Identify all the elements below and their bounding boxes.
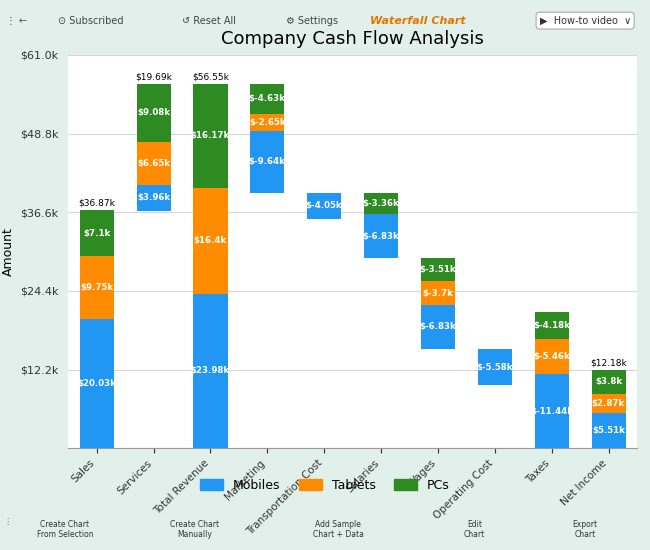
Bar <box>592 394 625 412</box>
Bar <box>250 113 285 130</box>
Bar <box>364 192 398 215</box>
Text: $16.4k: $16.4k <box>194 236 227 245</box>
Text: Export
Chart: Export Chart <box>573 520 597 539</box>
Bar <box>534 375 569 448</box>
Bar <box>194 188 228 294</box>
Text: $-6.83k: $-6.83k <box>363 232 400 241</box>
Text: $-5.58k: $-5.58k <box>476 363 513 372</box>
Bar <box>136 84 170 142</box>
Text: $9.75k: $9.75k <box>80 283 113 292</box>
Y-axis label: Amount: Amount <box>1 227 14 276</box>
Bar <box>364 214 398 258</box>
Text: $-4.63k: $-4.63k <box>249 94 286 103</box>
Text: $16.17k: $16.17k <box>190 131 230 140</box>
Text: $3.8k: $3.8k <box>595 377 622 387</box>
Text: ⚙ Settings: ⚙ Settings <box>286 15 338 26</box>
Text: $-3.51k: $-3.51k <box>419 265 456 274</box>
Bar <box>136 142 170 185</box>
Text: $56.55k: $56.55k <box>192 72 229 81</box>
Bar <box>592 412 625 448</box>
Text: Create Chart
Manually: Create Chart Manually <box>170 520 220 539</box>
Text: $7.1k: $7.1k <box>83 229 111 238</box>
Text: ⋮: ⋮ <box>3 516 12 526</box>
Text: ⊙ Subscribed: ⊙ Subscribed <box>58 15 124 26</box>
Text: $-3.36k: $-3.36k <box>363 199 400 208</box>
Title: Company Cash Flow Analysis: Company Cash Flow Analysis <box>221 30 484 48</box>
Text: $-6.83k: $-6.83k <box>419 322 456 332</box>
Bar <box>421 305 455 349</box>
Text: $-4.18k: $-4.18k <box>533 321 570 330</box>
Bar <box>194 294 228 448</box>
Bar <box>250 130 285 192</box>
Bar <box>250 84 285 113</box>
Bar <box>421 258 455 281</box>
Text: $-2.65k: $-2.65k <box>249 118 286 127</box>
Bar <box>136 185 170 211</box>
Bar <box>79 256 114 319</box>
Text: ▶  How-to video  ∨: ▶ How-to video ∨ <box>540 15 630 26</box>
Bar <box>307 192 341 219</box>
Text: $-11.44k: $-11.44k <box>530 407 573 416</box>
Text: $6.65k: $6.65k <box>137 159 170 168</box>
Legend: Mobiles, Tablets, PCs: Mobiles, Tablets, PCs <box>196 474 454 497</box>
Text: ⋮ ←: ⋮ ← <box>6 15 27 26</box>
Bar <box>79 319 114 448</box>
Text: $19.69k: $19.69k <box>135 72 172 81</box>
Text: $12.18k: $12.18k <box>590 358 627 367</box>
Bar <box>194 84 228 188</box>
Bar <box>421 281 455 305</box>
Text: $-5.46k: $-5.46k <box>533 352 570 361</box>
Text: $-4.05k: $-4.05k <box>306 201 343 210</box>
Text: Waterfall Chart: Waterfall Chart <box>370 15 466 26</box>
Text: $3.96k: $3.96k <box>137 193 170 202</box>
Text: $5.51k: $5.51k <box>592 426 625 435</box>
Text: $20.03k: $20.03k <box>77 379 116 388</box>
Text: $2.87k: $2.87k <box>592 399 625 408</box>
Bar <box>79 211 114 256</box>
Bar <box>592 370 625 394</box>
Text: $9.08k: $9.08k <box>137 108 170 117</box>
Text: Create Chart
From Selection: Create Chart From Selection <box>36 520 94 539</box>
Bar <box>534 339 569 375</box>
Text: $36.87k: $36.87k <box>78 199 115 208</box>
Text: $-9.64k: $-9.64k <box>249 157 286 166</box>
Text: $23.98k: $23.98k <box>191 366 230 376</box>
Bar <box>534 312 569 339</box>
Text: $-3.7k: $-3.7k <box>422 289 454 298</box>
Text: Add Sample
Chart + Data: Add Sample Chart + Data <box>313 520 363 539</box>
Bar <box>478 349 512 385</box>
Text: Edit
Chart: Edit Chart <box>464 520 485 539</box>
Text: ↺ Reset All: ↺ Reset All <box>182 15 236 26</box>
